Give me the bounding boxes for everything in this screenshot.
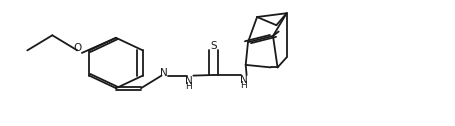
Text: H: H	[240, 81, 247, 90]
Text: N: N	[185, 76, 193, 86]
Text: N: N	[239, 75, 248, 85]
Text: O: O	[73, 43, 81, 53]
Text: H: H	[186, 82, 192, 91]
Text: S: S	[211, 41, 217, 51]
Text: N: N	[160, 68, 168, 78]
